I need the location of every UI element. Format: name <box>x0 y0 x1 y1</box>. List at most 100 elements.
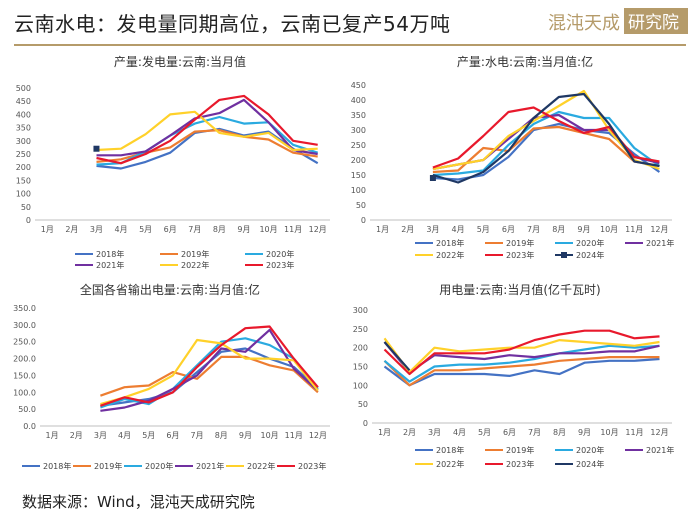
x-tick-label: 12月 <box>309 431 327 440</box>
y-tick-label: 50 <box>358 400 368 409</box>
y-tick-label: 200 <box>353 344 368 353</box>
x-tick-label: 2月 <box>70 431 83 440</box>
series-line-2019年 <box>383 355 660 387</box>
legend-label: 2018年 <box>96 249 124 259</box>
series-line-2019年 <box>432 125 660 174</box>
y-tick-label: 250 <box>16 150 31 159</box>
legend-label: 2022年 <box>247 461 275 471</box>
legend-label: 2020年 <box>266 249 294 259</box>
x-tick-label: 2月 <box>403 428 416 437</box>
y-tick-label: 150.0 <box>13 371 36 380</box>
legend-label: 2020年 <box>576 238 604 248</box>
y-tick-label: 100.0 <box>13 388 36 397</box>
x-tick-label: 12月 <box>650 428 668 437</box>
x-tick-label: 8月 <box>213 225 226 234</box>
x-tick-label: 1月 <box>41 225 54 234</box>
x-tick-label: 8月 <box>553 428 566 437</box>
y-tick-label: 0 <box>26 216 31 225</box>
x-tick-label: 9月 <box>578 428 591 437</box>
y-tick-label: 450 <box>16 97 31 106</box>
y-tick-label: 400 <box>16 110 31 119</box>
legend-label: 2018年 <box>436 445 464 455</box>
x-tick-label: 3月 <box>426 225 439 234</box>
x-tick-label: 1月 <box>46 431 59 440</box>
x-tick-label: 8月 <box>215 431 228 440</box>
y-tick-label: 50.0 <box>18 405 36 414</box>
logo: 混沌天成 研究院 <box>548 8 688 34</box>
series-line-2020年 <box>432 110 661 177</box>
legend-label: 2024年 <box>576 459 604 469</box>
y-tick-label: 100 <box>351 186 366 195</box>
x-tick-label: 12月 <box>650 225 668 234</box>
y-tick-label: 100 <box>353 381 368 390</box>
page-title: 云南水电：发电量同期高位，云南已复产54万吨 <box>14 12 451 36</box>
y-tick-label: 400 <box>351 96 366 105</box>
x-tick-label: 5月 <box>477 225 490 234</box>
y-tick-label: 250.0 <box>13 338 36 347</box>
series-point-2024年 <box>429 175 436 181</box>
chart-title: 产量:水电:云南:当月值:亿 <box>457 54 593 69</box>
y-tick-label: 450 <box>351 81 366 90</box>
series-line-2024年 <box>383 341 411 372</box>
x-tick-label: 4月 <box>453 428 466 437</box>
legend-label: 2023年 <box>266 260 294 270</box>
legend-label: 2023年 <box>506 250 534 260</box>
x-tick-label: 12月 <box>309 225 327 234</box>
legend-label: 2019年 <box>181 249 209 259</box>
x-tick-label: 3月 <box>428 428 441 437</box>
legend-label: 2019年 <box>94 461 122 471</box>
x-tick-label: 7月 <box>191 431 204 440</box>
x-tick-label: 1月 <box>378 428 391 437</box>
x-tick-label: 4月 <box>452 225 465 234</box>
series-line-2022年 <box>383 337 660 374</box>
series-line-2018年 <box>383 357 660 387</box>
x-tick-label: 4月 <box>114 225 127 234</box>
y-tick-label: 50 <box>356 201 366 210</box>
x-tick-label: 10月 <box>600 428 618 437</box>
x-tick-label: 2月 <box>401 225 414 234</box>
legend-label: 2024年 <box>576 250 604 260</box>
chart-title: 产量:发电量:云南:当月值 <box>114 54 246 69</box>
x-tick-label: 2月 <box>65 225 78 234</box>
legend-label: 2020年 <box>145 461 173 471</box>
x-tick-label: 7月 <box>188 225 201 234</box>
logo-text-right: 研究院 <box>628 13 679 33</box>
x-tick-label: 6月 <box>503 428 516 437</box>
series-line-2023年 <box>383 329 660 376</box>
legend-label: 2022年 <box>436 250 464 260</box>
series-line-2021年 <box>432 113 660 171</box>
legend-label: 2019年 <box>506 445 534 455</box>
chart-consumption-yunnan: 用电量:云南:当月值(亿千瓦时) 0 50 100 150 200 250 300 1月 2月 3月… <box>353 282 675 469</box>
y-tick-label: 0.0 <box>23 422 36 431</box>
y-tick-label: 200 <box>351 156 366 165</box>
legend-label: 2021年 <box>96 260 124 270</box>
x-tick-label: 5月 <box>142 431 155 440</box>
chart-title: 用电量:云南:当月值(亿千瓦时) <box>439 282 600 297</box>
series-line-2022年 <box>100 338 319 406</box>
chart-export-power-yunnan: 全国各省输出电量:云南:当月值:亿 0.0 50.0 100.0 150.0 200.0 2… <box>13 282 330 471</box>
y-tick-label: 250 <box>351 141 366 150</box>
legend-label: 2021年 <box>646 445 674 455</box>
y-tick-label: 350 <box>351 111 366 120</box>
series-line-2019年 <box>100 355 319 397</box>
y-tick-label: 150 <box>351 171 366 180</box>
series-line-2019年 <box>96 129 318 163</box>
x-tick-label: 10月 <box>260 431 278 440</box>
legend-label: 2022年 <box>181 260 209 270</box>
legend-marker <box>561 252 567 258</box>
series-line-2020年 <box>383 344 660 383</box>
x-tick-label: 9月 <box>577 225 590 234</box>
x-tick-label: 6月 <box>166 431 179 440</box>
legend-label: 2022年 <box>436 459 464 469</box>
legend-label: 2021年 <box>646 238 674 248</box>
series-line-2021年 <box>96 98 318 157</box>
x-tick-label: 8月 <box>552 225 565 234</box>
y-tick-label: 50 <box>21 203 31 212</box>
y-tick-label: 0 <box>361 216 366 225</box>
series-line-2022年 <box>432 89 660 171</box>
series-line-2024年 <box>432 92 660 184</box>
x-tick-label: 7月 <box>527 225 540 234</box>
x-tick-label: 7月 <box>528 428 541 437</box>
legend-label: 2023年 <box>506 459 534 469</box>
x-tick-label: 9月 <box>239 431 252 440</box>
